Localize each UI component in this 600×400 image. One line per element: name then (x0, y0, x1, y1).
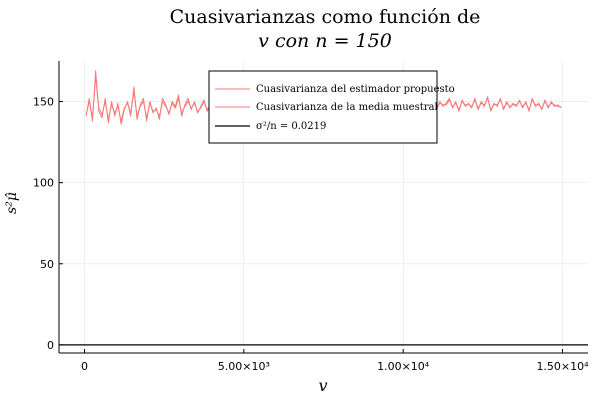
x-axis-label: v (318, 376, 327, 395)
legend-label-0: Cuasivarianza del estimador propuesto (256, 84, 455, 95)
y-tick-label-3: 150 (33, 96, 54, 109)
y-axis-label: s²μ̂ (4, 192, 20, 214)
y-tick-label-1: 50 (40, 258, 54, 271)
y-tick-label-2: 100 (33, 177, 54, 190)
legend-label-1: Cuasivarianza de la media muestral (256, 102, 438, 113)
legend-label-2: σ²/n = 0.0219 (256, 121, 326, 132)
x-tick-label-2: 1.00×10⁴ (377, 360, 430, 373)
chart-title-line-2: v con n = 150 (258, 30, 392, 52)
x-tick-label-0: 0 (81, 360, 88, 373)
x-tick-label-3: 1.50×10⁴ (536, 360, 589, 373)
chart-title-line-1: Cuasivarianzas como función de (170, 6, 481, 28)
legend: Cuasivarianza del estimador propuesto Cu… (208, 70, 455, 144)
y-tick-label-0: 0 (47, 339, 54, 352)
x-tick-label-1: 5.00×10³ (218, 360, 270, 373)
